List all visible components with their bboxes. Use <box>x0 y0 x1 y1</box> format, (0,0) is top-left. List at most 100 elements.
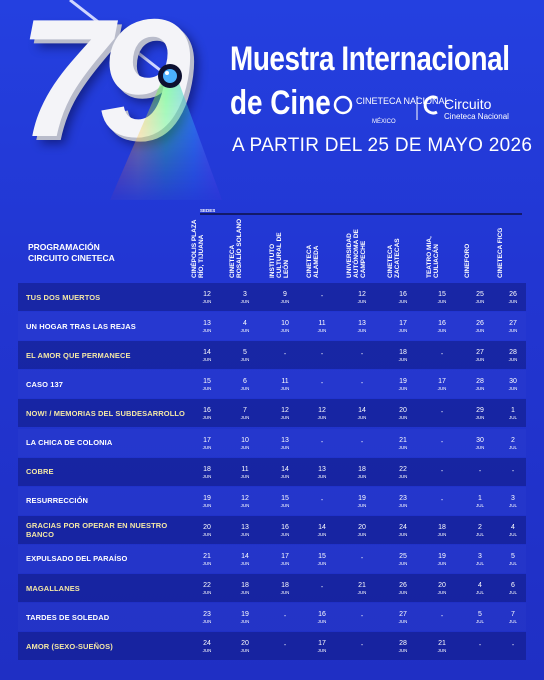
venue-header: CINETECA FICG <box>497 227 504 278</box>
date-month: JUN <box>437 590 447 595</box>
empty-cell: - <box>360 438 364 446</box>
date-day: 13 <box>318 465 326 473</box>
date-month: JUN <box>398 415 408 421</box>
date-day: 7 <box>511 611 515 619</box>
date-day: 23 <box>399 494 407 502</box>
empty-cell: - <box>283 351 287 359</box>
film-title: AMOR (SEXO-SUEÑOS) <box>26 641 113 651</box>
date-month: JUN <box>398 648 408 654</box>
date-day: 20 <box>438 582 446 589</box>
film-title: UN HOGAR TRAS LAS REJAS <box>26 321 136 331</box>
date-month: JUN <box>317 415 327 421</box>
date-month: JUL <box>475 619 484 625</box>
date-month: JUN <box>240 560 250 566</box>
date-month: JUN <box>202 357 212 363</box>
logo-sub: Cineteca Nacional <box>444 112 509 121</box>
date-day: 21 <box>438 640 446 648</box>
date-day: 16 <box>318 611 326 619</box>
date-day: 16 <box>281 523 289 531</box>
date-month: JUN <box>398 473 408 479</box>
date-month: JUN <box>240 386 250 392</box>
date-month: JUN <box>280 590 290 595</box>
date-day: 20 <box>203 523 211 531</box>
date-day: 16 <box>438 320 446 328</box>
date-month: JUN <box>437 531 447 537</box>
date-day: 17 <box>281 552 289 560</box>
date-month: JUN <box>437 299 447 304</box>
date-day: 3 <box>243 291 247 298</box>
date-day: 14 <box>281 465 289 473</box>
date-day: 20 <box>241 640 249 648</box>
date-month: JUN <box>317 648 327 654</box>
date-day: 12 <box>241 494 249 502</box>
date-day: 22 <box>399 465 407 473</box>
venue-header: CINETECA ROSALÍO SOLANO <box>229 218 243 278</box>
date-month: JUL <box>475 531 484 537</box>
row-band <box>18 457 526 486</box>
date-month: JUN <box>475 357 485 363</box>
date-day: 1 <box>511 407 515 415</box>
date-month: JUN <box>317 531 327 537</box>
lens-iris <box>163 69 177 83</box>
date-day: 7 <box>243 407 247 415</box>
date-day: 18 <box>358 465 366 473</box>
date-month: JUN <box>398 560 408 566</box>
date-day: 12 <box>318 407 326 415</box>
date-month: JUN <box>398 531 408 537</box>
empty-cell: - <box>360 351 364 359</box>
date-day: 17 <box>438 378 446 386</box>
row-band <box>18 574 526 603</box>
date-month: JUN <box>437 328 447 334</box>
date-day: 20 <box>358 523 366 531</box>
date-day: 26 <box>509 291 517 298</box>
date-day: 22 <box>203 582 211 589</box>
date-day: 5 <box>511 552 515 560</box>
date-month: JUN <box>317 560 327 566</box>
date-day: 2 <box>478 523 482 531</box>
date-month: JUN <box>437 560 447 566</box>
empty-cell: - <box>320 584 324 591</box>
date-month: JUN <box>280 444 290 450</box>
empty-cell: - <box>283 613 287 621</box>
date-day: 18 <box>203 465 211 473</box>
date-day: 6 <box>243 378 247 386</box>
date-day: 4 <box>478 582 482 589</box>
date-month: JUL <box>508 502 517 508</box>
date-month: JUL <box>508 415 517 421</box>
empty-cell: - <box>511 467 515 475</box>
empty-cell: - <box>511 642 515 650</box>
row-band <box>18 515 526 544</box>
date-month: JUN <box>240 648 250 654</box>
date-day: 15 <box>438 291 446 298</box>
date-day: 10 <box>281 320 289 328</box>
date-month: JUN <box>357 590 367 595</box>
date-day: 11 <box>281 378 289 386</box>
venue-header: CINÉPOLIS PLAZA RÍO, TIJUANA <box>191 219 205 278</box>
date-day: 4 <box>243 320 247 328</box>
venue-header: TEATRO MIA, CULIACÁN <box>426 236 440 278</box>
date-day: 13 <box>281 436 289 444</box>
date-day: 11 <box>318 320 326 328</box>
date-day: 28 <box>509 349 517 357</box>
date-month: JUN <box>398 502 408 508</box>
date-day: 5 <box>243 349 247 357</box>
date-month: JUN <box>202 299 212 304</box>
empty-cell: - <box>360 554 364 562</box>
date-day: 13 <box>241 523 249 531</box>
empty-cell: - <box>440 438 444 446</box>
date-day: 3 <box>478 552 482 560</box>
date-month: JUN <box>398 590 408 595</box>
date-day: 28 <box>476 378 484 386</box>
date-month: JUN <box>475 444 485 450</box>
logo-icon <box>333 95 353 115</box>
date-month: JUN <box>357 299 367 304</box>
date-month: JUN <box>280 328 290 334</box>
date-month: JUN <box>437 386 447 392</box>
date-month: JUN <box>202 473 212 479</box>
date-month: JUN <box>240 415 250 421</box>
date-day: 18 <box>438 523 446 531</box>
venues-rule <box>200 213 522 215</box>
empty-cell: - <box>283 642 287 650</box>
date-month: JUN <box>202 444 212 450</box>
date-month: JUN <box>398 619 408 625</box>
